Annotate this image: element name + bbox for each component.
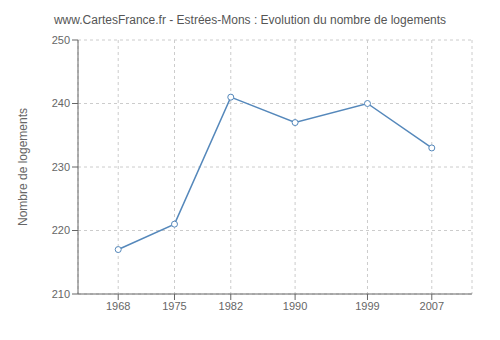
svg-text:1968: 1968 bbox=[106, 300, 130, 312]
svg-text:1982: 1982 bbox=[219, 300, 243, 312]
svg-text:1975: 1975 bbox=[162, 300, 186, 312]
svg-text:220: 220 bbox=[52, 224, 70, 236]
svg-text:1999: 1999 bbox=[355, 300, 379, 312]
svg-text:Nombre de logements: Nombre de logements bbox=[16, 108, 30, 226]
svg-text:210: 210 bbox=[52, 288, 70, 300]
svg-text:240: 240 bbox=[52, 97, 70, 109]
svg-text:230: 230 bbox=[52, 161, 70, 173]
svg-text:1990: 1990 bbox=[283, 300, 307, 312]
svg-text:2007: 2007 bbox=[420, 300, 444, 312]
html-text:www.CartesFrance.fr - Estrées-: www.CartesFrance.fr - Estrées-Mons : Evo… bbox=[53, 13, 447, 27]
svg-text:250: 250 bbox=[52, 34, 70, 46]
